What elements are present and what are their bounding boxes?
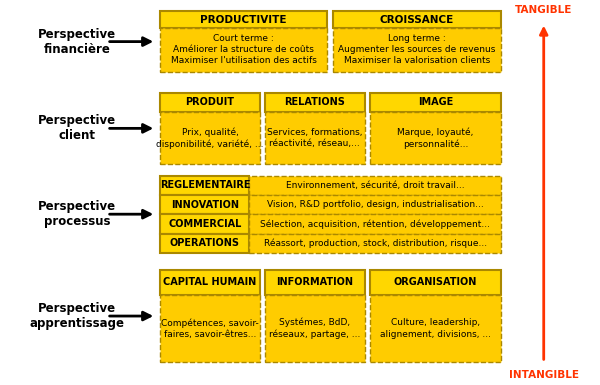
Text: OPERATIONS: OPERATIONS [170,238,240,248]
Text: ORGANISATION: ORGANISATION [394,277,477,287]
FancyBboxPatch shape [250,176,501,195]
Text: Perspective
processus: Perspective processus [38,200,116,228]
Text: Perspective
client: Perspective client [38,114,116,142]
FancyBboxPatch shape [250,234,501,253]
Text: CROISSANCE: CROISSANCE [380,15,454,25]
Text: INTANGIBLE: INTANGIBLE [509,370,579,380]
Text: Long terme :
Augmenter les sources de revenus
Maximiser la valorisation clients: Long terme : Augmenter les sources de re… [338,34,496,65]
Text: Vision, R&D portfolio, design, industrialisation...: Vision, R&D portfolio, design, industria… [267,200,484,209]
FancyBboxPatch shape [370,92,501,112]
Text: Court terme :
Améliorer la structure de coûts
Maximiser l'utilisation des actifs: Court terme : Améliorer la structure de … [170,34,316,65]
FancyBboxPatch shape [370,295,501,362]
Text: Perspective
apprentissage: Perspective apprentissage [29,302,125,330]
Text: Sélection, acquisition, rétention, développement...: Sélection, acquisition, rétention, dével… [260,219,490,229]
FancyBboxPatch shape [160,176,250,195]
Text: IMAGE: IMAGE [418,97,453,107]
Text: Marque, loyauté,
personnalité...: Marque, loyauté, personnalité... [397,127,474,149]
Text: REGLEMENTAIRE: REGLEMENTAIRE [160,180,250,190]
FancyBboxPatch shape [250,214,501,234]
Text: Culture, leadership,
alignement, divisions, ...: Culture, leadership, alignement, divisio… [380,318,491,338]
Text: COMMERCIAL: COMMERCIAL [168,219,242,229]
FancyBboxPatch shape [160,28,327,72]
Text: Environnement, sécurité, droit travail...: Environnement, sécurité, droit travail..… [286,181,464,190]
Text: CAPITAL HUMAIN: CAPITAL HUMAIN [163,277,257,287]
FancyBboxPatch shape [265,270,365,295]
FancyBboxPatch shape [332,12,501,28]
FancyBboxPatch shape [370,270,501,295]
Text: Compétences, savoir-
faires, savoir-êtres...: Compétences, savoir- faires, savoir-être… [161,318,259,339]
FancyBboxPatch shape [160,234,250,253]
FancyBboxPatch shape [332,28,501,72]
Text: Systémes, BdD,
réseaux, partage, ...: Systémes, BdD, réseaux, partage, ... [269,318,361,339]
FancyBboxPatch shape [370,112,501,164]
Text: Perspective
financière: Perspective financière [38,28,116,55]
Text: PRODUCTIVITE: PRODUCTIVITE [200,15,287,25]
FancyBboxPatch shape [265,92,365,112]
Text: RELATIONS: RELATIONS [284,97,345,107]
Text: Services, formations,
réactivité, réseau,...: Services, formations, réactivité, réseau… [267,128,362,148]
Text: INFORMATION: INFORMATION [277,277,353,287]
Text: TANGIBLE: TANGIBLE [515,5,572,15]
Text: Réassort, production, stock, distribution, risque...: Réassort, production, stock, distributio… [263,238,487,248]
FancyBboxPatch shape [160,112,260,164]
FancyBboxPatch shape [160,92,260,112]
FancyBboxPatch shape [265,295,365,362]
FancyBboxPatch shape [265,112,365,164]
FancyBboxPatch shape [160,195,250,214]
FancyBboxPatch shape [160,12,327,28]
Text: PRODUIT: PRODUIT [185,97,235,107]
FancyBboxPatch shape [160,295,260,362]
FancyBboxPatch shape [250,195,501,214]
Text: Prix, qualité,
disponibilité, variété, ...: Prix, qualité, disponibilité, variété, .… [156,127,263,149]
FancyBboxPatch shape [160,270,260,295]
Text: INNOVATION: INNOVATION [171,199,239,209]
FancyBboxPatch shape [160,214,250,234]
